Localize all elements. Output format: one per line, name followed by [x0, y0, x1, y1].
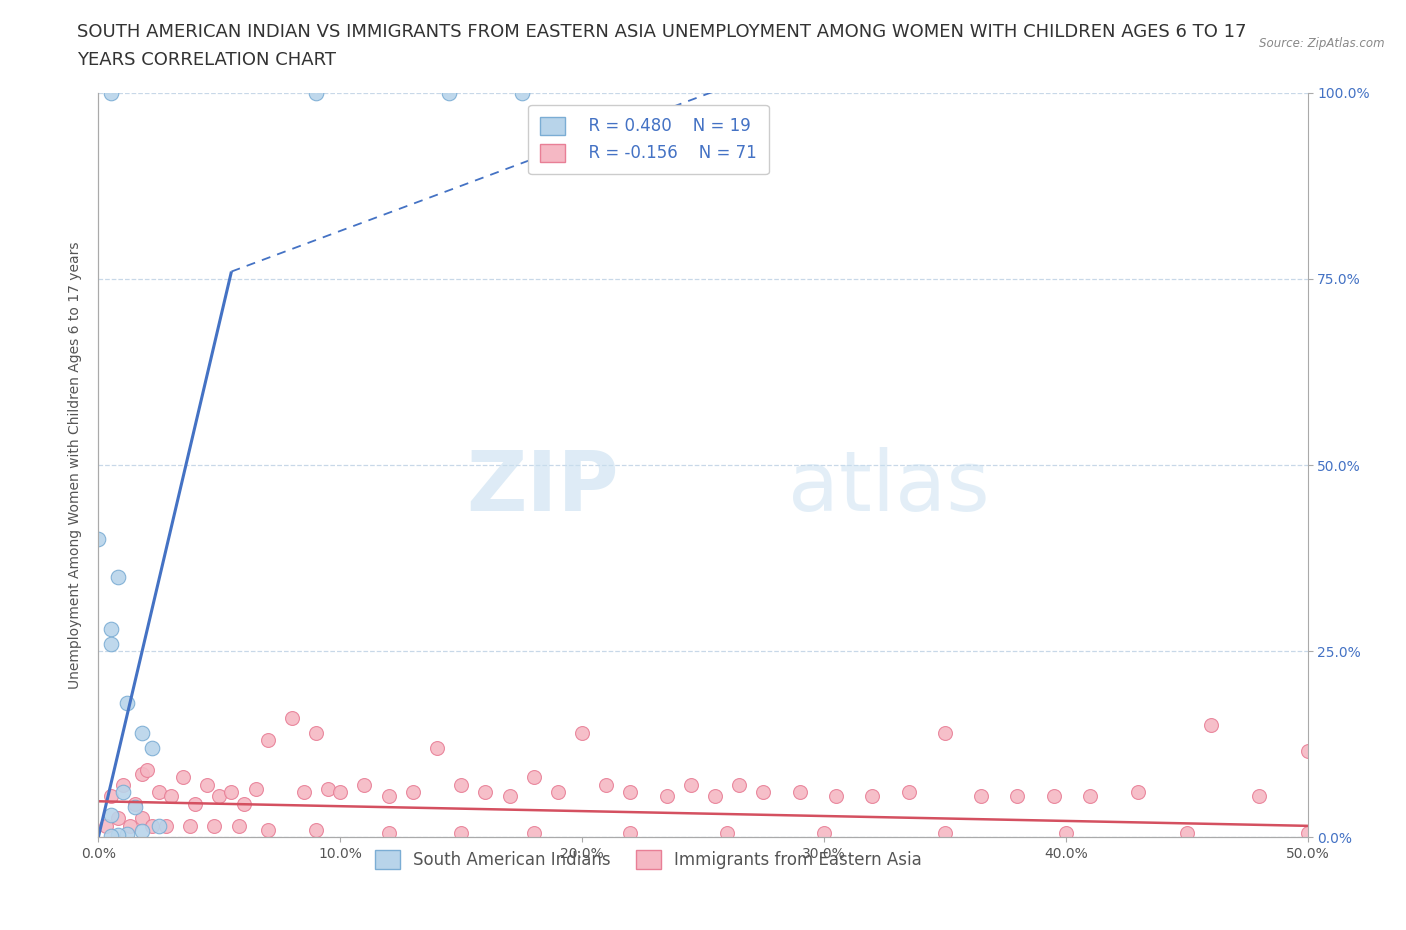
Point [789, 785, 811, 800]
Point [450, 826, 472, 841]
Point [316, 781, 339, 796]
Point [221, 785, 243, 800]
Point [704, 789, 727, 804]
Point [141, 818, 163, 833]
Point [897, 785, 920, 800]
Point [860, 789, 883, 804]
Text: SOUTH AMERICAN INDIAN VS IMMIGRANTS FROM EASTERN ASIA UNEMPLOYMENT AMONG WOMEN W: SOUTH AMERICAN INDIAN VS IMMIGRANTS FROM… [77, 23, 1247, 41]
Point [377, 826, 399, 841]
Point [716, 826, 738, 841]
Point [450, 777, 472, 792]
Point [117, 827, 139, 842]
Point [1175, 826, 1198, 841]
Point [619, 826, 641, 841]
Point [256, 822, 278, 837]
Point [510, 86, 533, 100]
Point [825, 789, 848, 804]
Point [1249, 789, 1271, 804]
Point [523, 770, 546, 785]
Point [111, 785, 134, 800]
Point [94, 818, 117, 833]
Point [100, 828, 122, 843]
Point [547, 785, 569, 800]
Point [813, 826, 835, 841]
Point [523, 826, 546, 841]
Point [752, 785, 775, 800]
Text: Source: ZipAtlas.com: Source: ZipAtlas.com [1260, 37, 1385, 50]
Point [131, 811, 153, 826]
Point [655, 789, 678, 804]
Point [228, 818, 250, 833]
Point [571, 725, 593, 740]
Point [329, 785, 352, 800]
Point [1296, 826, 1319, 841]
Point [281, 711, 304, 725]
Text: atlas: atlas [787, 446, 990, 528]
Point [474, 785, 496, 800]
Point [437, 86, 460, 100]
Text: YEARS CORRELATION CHART: YEARS CORRELATION CHART [77, 51, 336, 69]
Point [256, 733, 278, 748]
Point [498, 789, 520, 804]
Point [118, 818, 141, 833]
Legend: South American Indians, Immigrants from Eastern Asia: South American Indians, Immigrants from … [363, 839, 934, 881]
Point [1078, 789, 1101, 804]
Point [100, 86, 122, 100]
Point [100, 789, 122, 804]
Point [679, 777, 702, 792]
Point [934, 826, 956, 841]
Text: ZIP: ZIP [465, 446, 619, 528]
Point [124, 800, 146, 815]
Point [728, 777, 751, 792]
Point [245, 781, 267, 796]
Point [148, 785, 170, 800]
Point [184, 796, 207, 811]
Point [402, 785, 425, 800]
Point [107, 811, 129, 826]
Point [1042, 789, 1064, 804]
Point [292, 785, 315, 800]
Point [141, 740, 163, 755]
Point [148, 818, 170, 833]
Point [172, 770, 194, 785]
Point [377, 789, 399, 804]
Point [179, 818, 201, 833]
Point [595, 777, 617, 792]
Point [117, 696, 139, 711]
Point [970, 789, 993, 804]
Point [155, 818, 177, 833]
Point [100, 636, 122, 651]
Point [305, 725, 328, 740]
Point [131, 824, 153, 839]
Point [131, 725, 153, 740]
Point [1128, 785, 1150, 800]
Point [426, 740, 449, 755]
Y-axis label: Unemployment Among Women with Children Ages 6 to 17 years: Unemployment Among Women with Children A… [69, 241, 83, 689]
Point [1296, 744, 1319, 759]
Point [619, 785, 641, 800]
Point [160, 789, 183, 804]
Point [100, 807, 122, 822]
Point [353, 777, 375, 792]
Point [124, 796, 146, 811]
Point [934, 725, 956, 740]
Point [87, 532, 110, 547]
Point [131, 766, 153, 781]
Point [1199, 718, 1222, 733]
Point [1054, 826, 1077, 841]
Point [305, 86, 328, 100]
Point [208, 789, 231, 804]
Point [107, 828, 129, 843]
Point [135, 763, 157, 777]
Point [100, 621, 122, 636]
Point [1007, 789, 1029, 804]
Point [107, 569, 129, 584]
Point [204, 818, 226, 833]
Point [232, 796, 254, 811]
Point [195, 777, 218, 792]
Point [111, 777, 134, 792]
Point [305, 822, 328, 837]
